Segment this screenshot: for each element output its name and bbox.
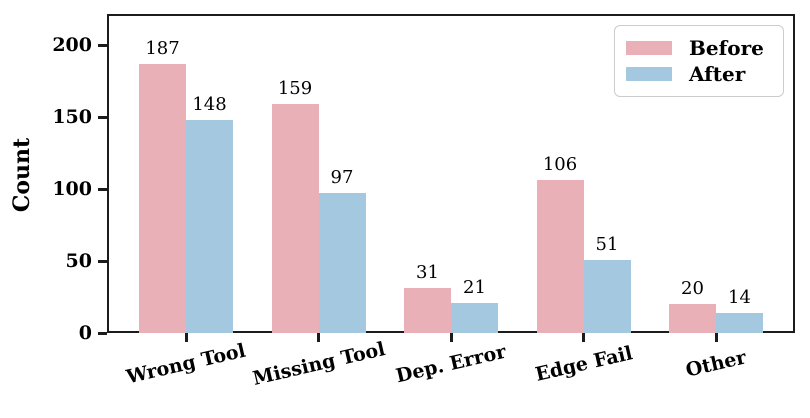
bar-value-label: 51 <box>595 233 619 255</box>
x-tick-mark <box>184 333 188 342</box>
before-bar <box>404 288 451 333</box>
y-tick-label: 150 <box>52 106 92 128</box>
y-tick-label: 200 <box>52 34 92 56</box>
bar-value-label: 31 <box>416 262 439 284</box>
y-tick-mark <box>98 259 107 263</box>
legend-item-after: After <box>626 61 771 87</box>
y-tick-mark <box>98 43 107 47</box>
before-bar <box>139 63 186 333</box>
before-bar <box>271 104 319 333</box>
before-bar <box>669 304 716 333</box>
bar-value-label: 159 <box>277 78 313 100</box>
bar-value-label: 20 <box>681 278 704 300</box>
y-tick-label: 50 <box>65 250 92 272</box>
legend-item-before: Before <box>626 35 771 61</box>
x-tick-mark <box>714 333 718 342</box>
bar-value-label: 148 <box>192 93 227 115</box>
after-bar <box>583 259 631 333</box>
legend-swatch-before <box>626 41 672 55</box>
legend: Before After <box>614 25 784 97</box>
after-bar <box>451 302 498 333</box>
legend-label-before: Before <box>689 36 764 60</box>
after-bar <box>716 312 763 333</box>
after-bar <box>186 119 233 333</box>
before-bar <box>536 180 584 333</box>
y-tick-mark <box>98 331 107 335</box>
x-tick-mark <box>317 333 320 342</box>
y-tick-label: 100 <box>52 178 92 200</box>
y-tick-label: 0 <box>78 322 92 344</box>
x-tick-mark <box>582 333 585 342</box>
y-tick-mark <box>98 187 107 191</box>
legend-label-after: After <box>689 62 746 86</box>
y-tick-mark <box>98 115 107 119</box>
legend-swatch-after <box>626 67 672 81</box>
bar-value-label: 14 <box>728 286 751 308</box>
bar-value-label: 21 <box>463 276 486 298</box>
bar-value-label: 187 <box>145 37 180 59</box>
bar-value-label: 97 <box>330 167 354 189</box>
x-tick-mark <box>449 333 453 342</box>
bar-value-label: 106 <box>542 154 578 176</box>
after-bar <box>318 193 366 333</box>
